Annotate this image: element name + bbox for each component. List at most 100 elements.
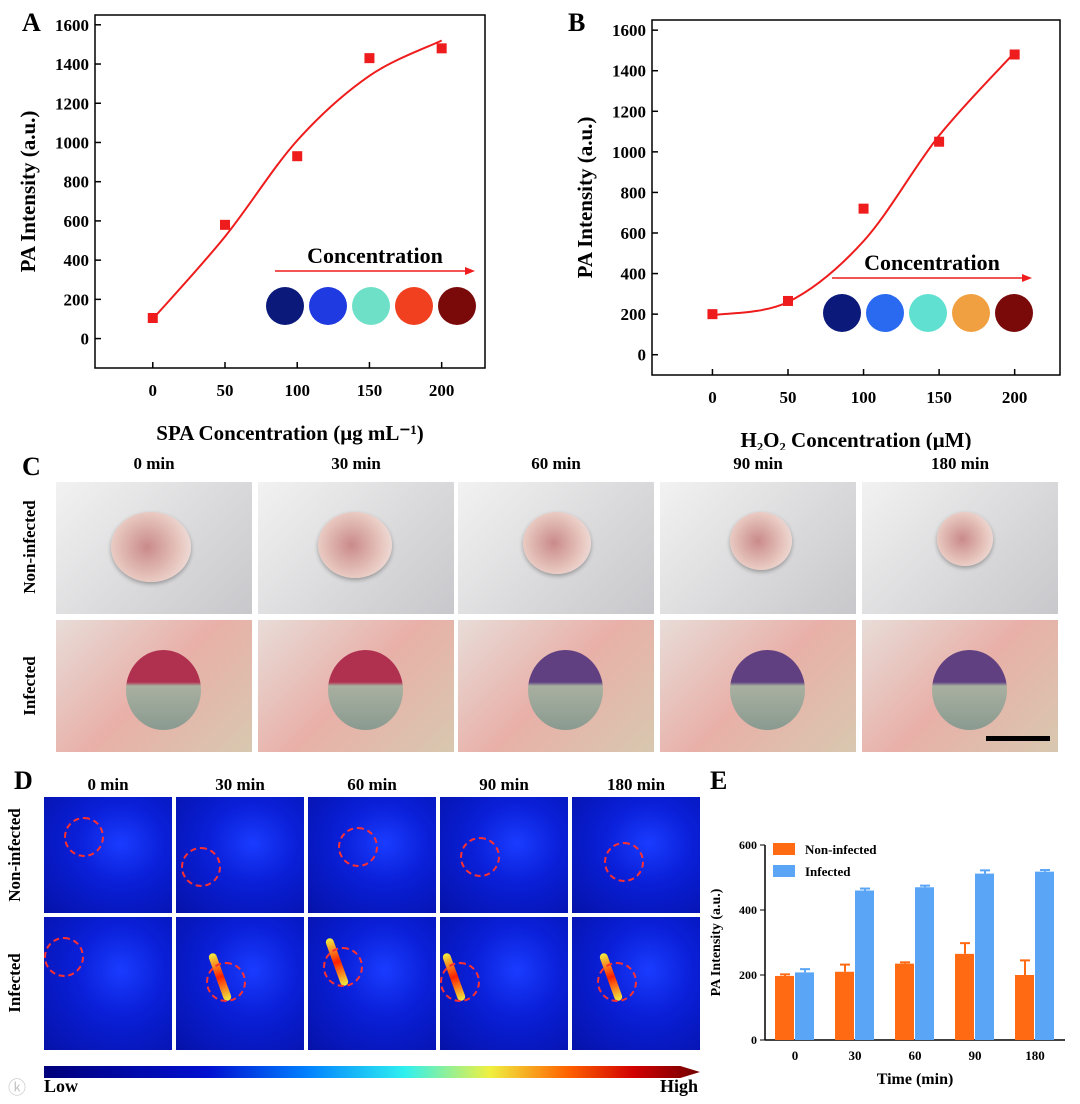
y-tick-label: 200 [739,968,757,982]
inset-sample-circle [866,294,904,332]
y-tick-label: 1000 [612,143,646,162]
y-tick-label: 0 [751,1033,757,1047]
wound [937,512,993,566]
inset-sample-circle [952,294,990,332]
time-header: 0 min [133,454,175,473]
bar [795,972,814,1040]
roi-circle [323,947,363,987]
wound [932,650,1007,730]
y-tick-label: 1400 [612,62,646,81]
colorbar-low-label: Low [44,1076,79,1096]
x-axis-label: Time (min) [877,1071,954,1088]
legend-swatch [773,865,795,877]
wound [111,512,191,582]
time-header: 30 min [215,775,265,794]
photo-infected [660,620,856,752]
inset-sample-circle [823,294,861,332]
wound [126,650,201,730]
bar [975,873,994,1040]
fit-curve [712,51,1016,317]
scale-bar [986,736,1050,741]
wound [528,650,603,730]
pa-image-non-infected [176,797,304,913]
inset-arrowhead [1022,274,1032,282]
inset-arrowhead [465,267,475,275]
y-axis-label: PA Intensity (a.u.) [573,117,597,279]
y-tick-label: 200 [64,290,90,309]
inset-sample-circle [309,287,347,325]
wound [328,650,403,730]
y-tick-label: 0 [638,346,647,365]
y-tick-label: 1600 [55,16,89,35]
pa-image-infected [440,917,568,1050]
pa-image-non-infected [572,797,700,913]
time-header: 180 min [930,454,990,473]
photo-non-infected [862,482,1058,614]
colorbar [44,1066,700,1078]
x-tick-label: 100 [284,381,310,400]
roi-circle [604,842,644,882]
pa-image-non-infected [44,797,172,913]
pa-image-non-infected [308,797,436,913]
row-label-non-infected: Non-infected [5,808,24,902]
time-header: 90 min [479,775,529,794]
data-point [147,312,158,323]
pa-image-infected [176,917,304,1050]
photo-non-infected [660,482,856,614]
bar [775,975,794,1040]
x-tick-label: 0 [149,381,158,400]
panel-label-e: E [710,766,728,795]
time-header: 30 min [331,454,381,473]
y-tick-label: 0 [81,330,90,349]
bar [1035,871,1054,1040]
roi-circle [338,827,378,867]
data-point [707,309,718,320]
pa-image-infected [44,917,172,1050]
y-tick-label: 600 [621,224,647,243]
row-label-infected: Infected [5,953,24,1013]
x-tick-label: 200 [1002,388,1028,407]
photo-infected [258,620,454,752]
inset-label: Concentration [864,250,1000,275]
roi-circle [460,837,500,877]
y-tick-label: 800 [621,183,647,202]
panel-label-d: D [14,766,33,795]
data-point [292,151,303,162]
photo-non-infected [458,482,654,614]
time-header: 90 min [733,454,783,473]
pa-image-infected [572,917,700,1050]
wound [523,512,591,574]
data-point [1009,49,1020,60]
wound [730,650,805,730]
x-tick-label: 100 [851,388,877,407]
roi-circle [44,937,84,977]
y-tick-label: 1200 [55,94,89,113]
data-point [364,53,375,64]
x-tick-label: 50 [217,381,234,400]
inset-sample-circle [352,287,390,325]
y-tick-label: 1000 [55,133,89,152]
x-tick-label: 0 [708,388,717,407]
y-tick-label: 1200 [612,102,646,121]
y-tick-label: 400 [739,903,757,917]
bar [1015,975,1034,1040]
fit-curve [152,39,443,320]
bar [895,963,914,1040]
legend-swatch [773,843,795,855]
y-tick-label: 1400 [55,55,89,74]
chart-e: 0 200 400 600 0 30 60 90 180 Non-infected Infected… [709,838,1065,1088]
plot-frame [94,14,486,369]
x-tick-label: 150 [926,388,952,407]
data-point [858,203,869,214]
y-tick-label: 800 [64,173,90,192]
bar [915,887,934,1040]
plot-frame [651,19,1061,376]
x-tick-label: 50 [780,388,797,407]
time-header: 60 min [347,775,397,794]
y-tick-label: 600 [739,838,757,852]
inset-sample-circle [909,294,947,332]
photo-infected [56,620,252,752]
inset-sample-circle [266,287,304,325]
x-tick-label: 200 [429,381,455,400]
